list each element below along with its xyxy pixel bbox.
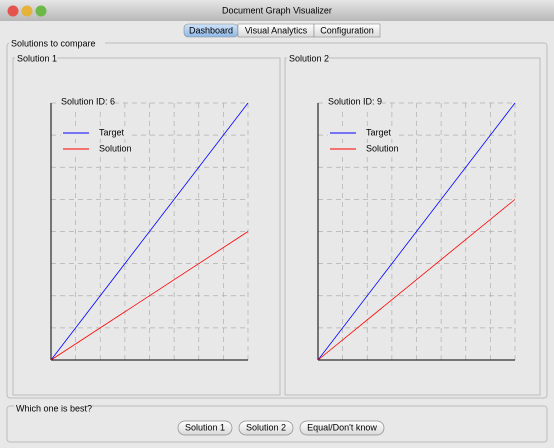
panel-title: Solution 2 [289, 53, 329, 63]
tab-label: Dashboard [189, 25, 233, 35]
vote-title: Which one is best? [16, 403, 92, 413]
chart-title: Solution ID: 9 [328, 96, 382, 106]
minimize-button[interactable] [22, 6, 33, 17]
legend-label: Target [366, 127, 392, 137]
zoom-button[interactable] [36, 6, 47, 17]
window-body [0, 0, 554, 448]
vote-button-label: Equal/Don't know [307, 422, 377, 432]
window-title: Document Graph Visualizer [222, 5, 332, 15]
tab-label: Configuration [320, 25, 374, 35]
app-window: Document Graph Visualizer Solutions to c… [0, 0, 554, 448]
panel-title: Solution 1 [17, 53, 57, 63]
legend-label: Solution [99, 143, 132, 153]
chart-title: Solution ID: 6 [61, 96, 115, 106]
legend-label: Solution [366, 143, 399, 153]
vote-button-label: Solution 1 [185, 422, 225, 432]
vote-button-label: Solution 2 [246, 422, 286, 432]
legend-label: Target [99, 127, 125, 137]
close-button[interactable] [8, 6, 19, 17]
group-title: Solutions to compare [11, 38, 96, 48]
tab-label: Visual Analytics [245, 25, 308, 35]
